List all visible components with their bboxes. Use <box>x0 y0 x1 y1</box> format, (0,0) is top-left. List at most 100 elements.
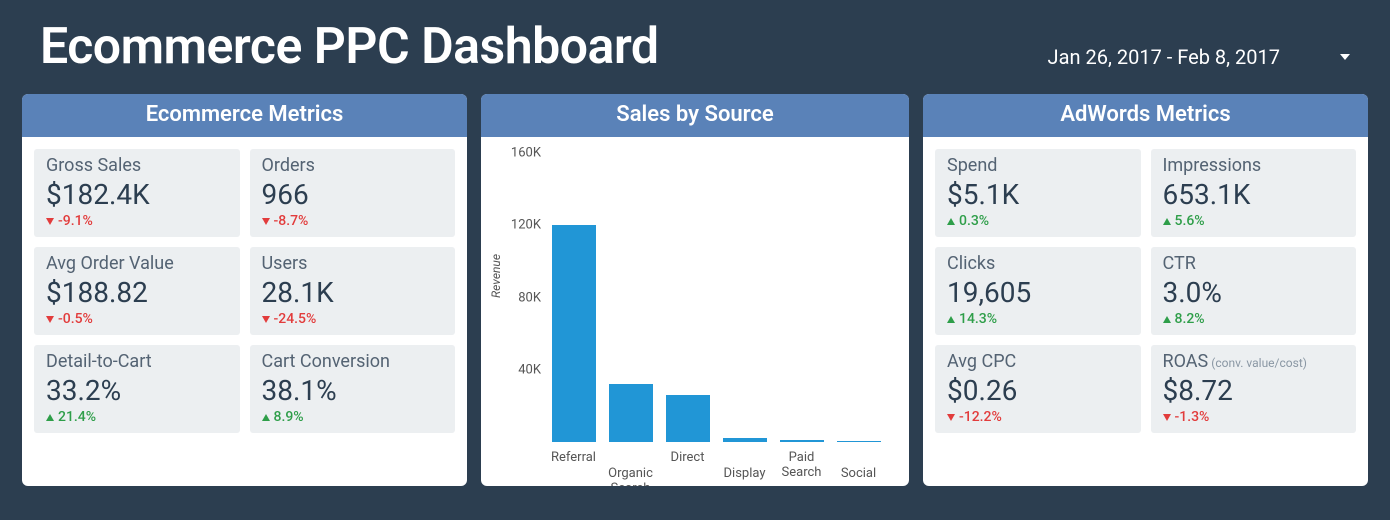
chart-x-tick: Referral <box>545 450 602 480</box>
ecommerce-panel: Ecommerce Metrics Gross Sales$182.4K -9.1… <box>22 94 467 486</box>
metric-label: ROAS (conv. value/cost) <box>1163 351 1345 372</box>
chart-x-tick: Display <box>716 466 773 486</box>
metric-change-text: -0.5% <box>58 311 93 327</box>
metric-change: 21.4% <box>46 409 228 425</box>
metric-card: Users28.1K -24.5% <box>250 247 456 335</box>
arrow-up-icon <box>262 414 270 421</box>
metric-label: Orders <box>262 155 444 176</box>
page-title: Ecommerce PPC Dashboard <box>40 18 659 76</box>
metric-value: $5.1K <box>947 178 1129 211</box>
metric-card: Detail-to-Cart33.2% 21.4% <box>34 345 240 433</box>
chart-bar <box>837 441 881 442</box>
chart-y-tick: 40K <box>505 362 541 377</box>
metric-change: -24.5% <box>262 311 444 327</box>
arrow-up-icon <box>46 414 54 421</box>
metric-value: $8.72 <box>1163 374 1345 407</box>
chart-y-tick: 120K <box>505 218 541 233</box>
metric-sublabel: (conv. value/cost) <box>1208 356 1307 370</box>
metric-change: -9.1% <box>46 213 228 229</box>
metric-value: 38.1% <box>262 374 444 407</box>
metric-label: Detail-to-Cart <box>46 351 228 372</box>
adwords-panel-title: AdWords Metrics <box>923 94 1368 137</box>
metric-card: Gross Sales$182.4K -9.1% <box>34 149 240 237</box>
arrow-down-icon <box>262 218 270 225</box>
arrow-up-icon <box>1163 218 1171 225</box>
metric-change: 8.2% <box>1163 311 1345 327</box>
metric-card: ROAS (conv. value/cost)$8.72 -1.3% <box>1151 345 1357 433</box>
metric-change-text: 8.9% <box>274 409 304 425</box>
chevron-down-icon <box>1340 54 1350 60</box>
metric-label: Spend <box>947 155 1129 176</box>
metric-label: Users <box>262 253 444 274</box>
chart-x-tick: Organic Search <box>602 466 659 486</box>
metric-card: CTR3.0% 8.2% <box>1151 247 1357 335</box>
metric-value: 19,605 <box>947 276 1129 309</box>
metric-change-text: -1.3% <box>1175 409 1210 425</box>
adwords-panel: AdWords Metrics Spend$5.1K 0.3% Impression… <box>923 94 1368 486</box>
sales-panel-title: Sales by Source <box>481 94 909 137</box>
chart-y-tick: 160K <box>505 146 541 161</box>
metric-change: 14.3% <box>947 311 1129 327</box>
chart-bar <box>780 440 824 442</box>
arrow-up-icon <box>947 218 955 225</box>
ecommerce-metrics-grid: Gross Sales$182.4K-9.1%Orders966-8.7%Avg… <box>22 137 467 445</box>
metric-change: -8.7% <box>262 213 444 229</box>
chart-x-tick: Direct <box>659 450 716 480</box>
dashboard-header: Ecommerce PPC Dashboard Jan 26, 2017 - F… <box>0 0 1390 84</box>
metric-card: Avg Order Value$188.82 -0.5% <box>34 247 240 335</box>
chart-bar <box>552 225 596 442</box>
metric-change: 8.9% <box>262 409 444 425</box>
metric-label: Cart Conversion <box>262 351 444 372</box>
metric-value: $188.82 <box>46 276 228 309</box>
metric-value: $0.26 <box>947 374 1129 407</box>
chart-x-tick: Paid Search <box>773 450 830 480</box>
metric-change-text: 5.6% <box>1175 213 1205 229</box>
metric-change: 5.6% <box>1163 213 1345 229</box>
chart-bars <box>545 153 887 442</box>
sales-panel: Sales by Source Revenue 160K120K80K40K R… <box>481 94 909 486</box>
arrow-down-icon <box>262 316 270 323</box>
metric-value: 28.1K <box>262 276 444 309</box>
metric-change: -12.2% <box>947 409 1129 425</box>
metric-change-text: -12.2% <box>959 409 1002 425</box>
metric-change-text: -9.1% <box>58 213 93 229</box>
arrow-down-icon <box>46 316 54 323</box>
metric-change-text: -8.7% <box>274 213 309 229</box>
arrow-up-icon <box>947 316 955 323</box>
metric-change-text: -24.5% <box>274 311 317 327</box>
metric-change-text: 8.2% <box>1175 311 1205 327</box>
metric-card: Cart Conversion38.1% 8.9% <box>250 345 456 433</box>
metric-change-text: 0.3% <box>959 213 989 229</box>
metric-change: -1.3% <box>1163 409 1345 425</box>
arrow-down-icon <box>1163 414 1171 421</box>
metric-label: Avg CPC <box>947 351 1129 372</box>
panels-row: Ecommerce Metrics Gross Sales$182.4K -9.1… <box>0 84 1390 504</box>
chart-x-ticks: ReferralOrganic SearchDirectDisplayPaid … <box>545 450 887 480</box>
chart-bar <box>609 384 653 442</box>
arrow-down-icon <box>947 414 955 421</box>
ecommerce-panel-title: Ecommerce Metrics <box>22 94 467 137</box>
metric-card: Impressions653.1K 5.6% <box>1151 149 1357 237</box>
chart-bar <box>666 395 710 442</box>
metric-label: CTR <box>1163 253 1345 274</box>
metric-card: Orders966-8.7% <box>250 149 456 237</box>
chart-x-tick: Social <box>830 466 887 486</box>
arrow-down-icon <box>46 218 54 225</box>
metric-label: Clicks <box>947 253 1129 274</box>
metric-change: -0.5% <box>46 311 228 327</box>
metric-label: Impressions <box>1163 155 1345 176</box>
arrow-up-icon <box>1163 316 1171 323</box>
metric-value: 653.1K <box>1163 178 1345 211</box>
metric-value: 3.0% <box>1163 276 1345 309</box>
metric-card: Avg CPC$0.26 -12.2% <box>935 345 1141 433</box>
adwords-metrics-grid: Spend$5.1K 0.3% Impressions653.1K 5.6% Click… <box>923 137 1368 445</box>
sales-chart: Revenue 160K120K80K40K ReferralOrganic S… <box>481 137 909 486</box>
metric-label: Gross Sales <box>46 155 228 176</box>
metric-change-text: 14.3% <box>959 311 997 327</box>
metric-value: 33.2% <box>46 374 228 407</box>
metric-change-text: 21.4% <box>58 409 96 425</box>
date-range-picker[interactable]: Jan 26, 2017 - Feb 8, 2017 <box>1048 25 1350 69</box>
metric-value: $182.4K <box>46 178 228 211</box>
metric-change: 0.3% <box>947 213 1129 229</box>
metric-label: Avg Order Value <box>46 253 228 274</box>
